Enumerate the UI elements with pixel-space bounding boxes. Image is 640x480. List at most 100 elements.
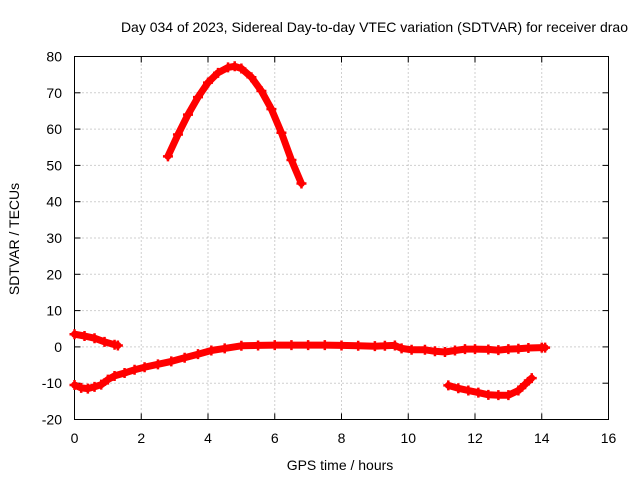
data-point [236, 63, 247, 74]
y-tick-label: -10 [42, 375, 62, 391]
data-point [99, 336, 110, 347]
y-tick-label: 60 [46, 121, 62, 137]
data-point [269, 340, 280, 351]
x-tick-label: 6 [271, 430, 279, 446]
y-tick-label: 30 [46, 230, 62, 246]
x-axis-label: GPS time / hours [287, 457, 394, 473]
data-point [253, 340, 264, 351]
y-tick-label: 10 [46, 303, 62, 319]
data-point [112, 340, 123, 351]
data-point [192, 92, 203, 103]
data-point [396, 343, 407, 354]
y-tick-label: -20 [42, 412, 62, 428]
data-point [296, 178, 307, 189]
data-point [102, 374, 113, 385]
data-point [69, 329, 80, 340]
data-point [523, 342, 534, 353]
data-point [303, 340, 314, 351]
y-tick-label: 80 [46, 49, 62, 65]
data-point [162, 151, 173, 162]
data-series [69, 61, 551, 401]
data-point [319, 340, 330, 351]
x-tick-label: 0 [71, 430, 79, 446]
data-point [192, 349, 203, 360]
data-point [236, 340, 247, 351]
data-point [166, 356, 177, 367]
data-point [493, 390, 504, 401]
data-point [206, 345, 217, 356]
data-point [419, 344, 430, 355]
data-point [520, 379, 531, 390]
data-point [483, 389, 494, 400]
data-point [69, 380, 80, 391]
data-point [503, 390, 514, 401]
data-point [89, 333, 100, 344]
data-point [379, 340, 390, 351]
data-point [119, 368, 130, 379]
data-point [526, 373, 537, 384]
data-point [493, 345, 504, 356]
data-point [213, 67, 224, 78]
data-point [470, 344, 480, 355]
data-point [109, 370, 120, 381]
data-point [219, 343, 230, 354]
x-tick-label: 4 [204, 430, 212, 446]
data-point [276, 127, 287, 138]
data-point [266, 104, 277, 115]
data-point [256, 85, 267, 96]
data-point [406, 344, 417, 355]
data-point [443, 380, 454, 391]
data-point [449, 345, 460, 356]
data-point [353, 340, 364, 351]
data-point [246, 72, 257, 83]
y-axis-label: SDTVAR / TECUs [6, 183, 22, 295]
data-point [203, 77, 213, 88]
series-line [164, 62, 305, 187]
data-point [286, 154, 297, 165]
data-point [483, 344, 494, 355]
x-tick-label: 16 [601, 430, 617, 446]
y-tick-label: 70 [46, 85, 62, 101]
data-point [172, 129, 183, 140]
data-point [286, 340, 297, 351]
y-tick-label: 50 [46, 157, 62, 173]
data-point [513, 385, 524, 396]
data-point [152, 359, 163, 370]
x-tick-label: 12 [467, 430, 483, 446]
data-point [82, 383, 93, 394]
data-point [89, 381, 100, 392]
data-point [336, 340, 347, 351]
data-point [96, 379, 107, 390]
series-segment-1 [69, 329, 123, 351]
data-point [463, 385, 474, 396]
data-point [439, 346, 450, 357]
data-point [513, 343, 524, 354]
data-point [229, 61, 240, 72]
x-tick-label: 2 [137, 430, 145, 446]
y-tick-label: 20 [46, 266, 62, 282]
series-segment-2 [69, 340, 551, 394]
y-tick-label: 40 [46, 194, 62, 210]
axis-ticks: 0 2 4 6 8 10 12 14 16 -20 -10 0 10 20 30 40 50 60 70 80 [42, 49, 617, 447]
data-point [503, 344, 514, 355]
y-tick-label: 0 [54, 339, 62, 355]
data-point [129, 364, 140, 375]
x-tick-label: 14 [534, 430, 550, 446]
data-point [540, 342, 551, 353]
data-point [369, 341, 380, 352]
data-point [79, 331, 90, 342]
data-point [459, 344, 470, 355]
data-point [179, 352, 190, 363]
x-tick-label: 8 [338, 430, 346, 446]
series-segment-4 [443, 373, 537, 401]
data-point [182, 109, 193, 120]
data-point [473, 387, 484, 398]
series-segment-3 [162, 61, 307, 189]
data-point [139, 362, 150, 373]
chart-title: Day 034 of 2023, Sidereal Day-to-day VTE… [121, 19, 628, 35]
data-point [453, 383, 464, 394]
x-tick-label: 10 [400, 430, 416, 446]
data-point [389, 340, 400, 351]
data-point [429, 346, 440, 357]
